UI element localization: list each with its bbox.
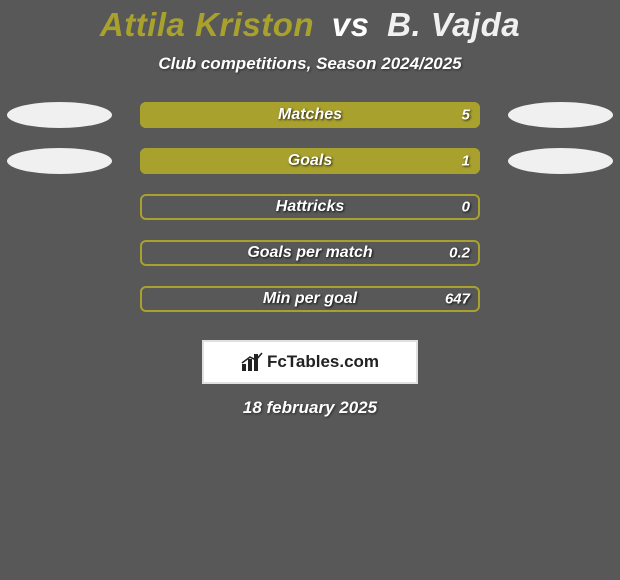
stat-value: 0 [462, 199, 470, 216]
vs-separator: vs [332, 6, 370, 43]
player1-oval [7, 148, 112, 174]
stat-label: Matches [278, 106, 342, 124]
stat-label: Min per goal [263, 290, 357, 308]
stat-bar: Hattricks 0 [140, 194, 480, 220]
stat-row: Goals per match 0.2 [0, 240, 620, 266]
stat-label: Goals [288, 152, 332, 170]
player1-oval [7, 102, 112, 128]
stat-row: Matches 5 [0, 102, 620, 128]
page-title: Attila Kriston vs B. Vajda [0, 6, 620, 44]
stat-row: Goals 1 [0, 148, 620, 174]
stat-row: Min per goal 647 [0, 286, 620, 312]
player2-oval [508, 102, 613, 128]
comparison-infographic: Attila Kriston vs B. Vajda Club competit… [0, 0, 620, 418]
stat-value: 1 [462, 153, 470, 170]
stat-label: Goals per match [247, 244, 372, 262]
stat-row: Hattricks 0 [0, 194, 620, 220]
player2-name: B. Vajda [387, 6, 520, 43]
stat-rows: Matches 5 Goals 1 Hattricks 0 Goals per match 0… [0, 102, 620, 312]
stat-bar: Min per goal 647 [140, 286, 480, 312]
logo-text: FcTables.com [267, 352, 379, 372]
stat-label: Hattricks [276, 198, 344, 216]
player2-oval [508, 148, 613, 174]
stat-bar: Goals per match 0.2 [140, 240, 480, 266]
stat-value: 5 [462, 107, 470, 124]
subtitle: Club competitions, Season 2024/2025 [0, 54, 620, 74]
logo-inner: FcTables.com [241, 352, 379, 372]
stat-bar: Matches 5 [140, 102, 480, 128]
bar-chart-icon [241, 352, 263, 372]
stat-value: 0.2 [449, 245, 470, 262]
date-text: 18 february 2025 [0, 398, 620, 418]
player1-name: Attila Kriston [100, 6, 314, 43]
stat-value: 647 [445, 291, 470, 308]
source-logo: FcTables.com [202, 340, 418, 384]
stat-bar: Goals 1 [140, 148, 480, 174]
